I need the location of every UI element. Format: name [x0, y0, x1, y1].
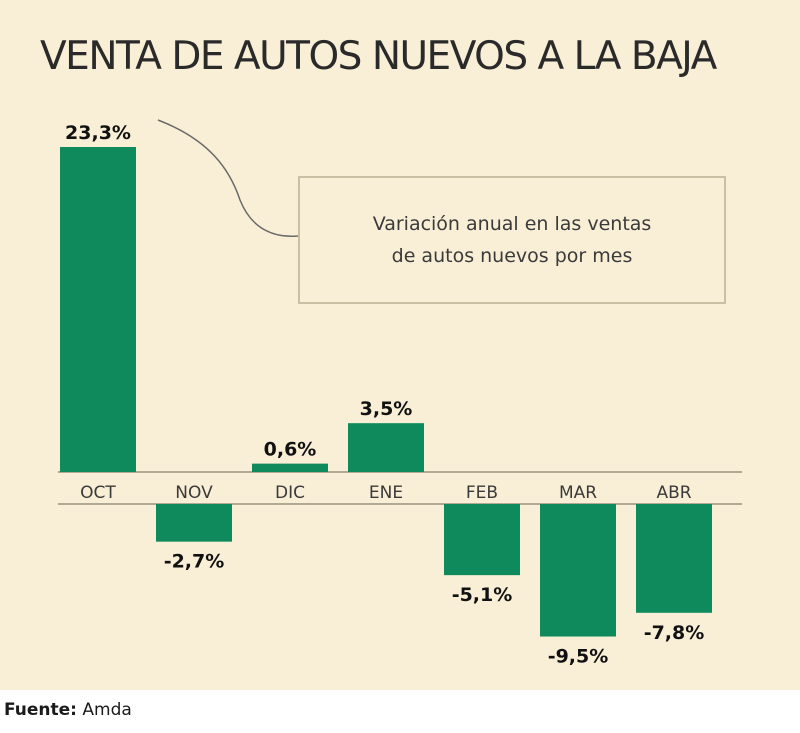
bar-ene — [348, 423, 424, 472]
source-label: Fuente: — [4, 700, 77, 720]
value-label: 3,5% — [360, 398, 413, 420]
category-label: ABR — [656, 483, 691, 503]
callout-line — [157, 119, 299, 238]
value-label: -2,7% — [164, 551, 225, 573]
value-label: -9,5% — [548, 646, 609, 668]
bar-chart: OCT NOV DIC ENE FEB MAR ABR 23,3% -2,7% 0,6% 3,5%… — [58, 119, 742, 668]
value-label: 23,3% — [65, 122, 131, 144]
source-value: Amda — [82, 700, 132, 720]
legend-note-line-2: de autos nuevos por mes — [391, 245, 633, 267]
bar-abr — [636, 504, 712, 613]
value-label: 0,6% — [264, 439, 317, 461]
legend-note-box: Variación anual en las ventas de autos n… — [298, 176, 726, 304]
bar-nov — [156, 504, 232, 542]
category-label: MAR — [559, 483, 597, 503]
category-label: ENE — [369, 483, 403, 503]
category-label: OCT — [80, 483, 116, 503]
source-credit: Fuente: Amda — [4, 700, 132, 720]
value-label: -7,8% — [644, 622, 705, 644]
legend-note-line-1: Variación anual en las ventas — [372, 213, 652, 235]
bar-mar — [540, 504, 616, 637]
category-label: NOV — [175, 483, 213, 503]
value-label: -5,1% — [452, 584, 513, 606]
category-label: FEB — [466, 483, 498, 503]
chart-title: VENTA DE AUTOS NUEVOS A LA BAJA — [40, 34, 717, 79]
bar-dic — [252, 463, 328, 472]
category-label: DIC — [275, 483, 305, 503]
bar-feb — [444, 504, 520, 576]
bar-oct — [60, 147, 136, 472]
